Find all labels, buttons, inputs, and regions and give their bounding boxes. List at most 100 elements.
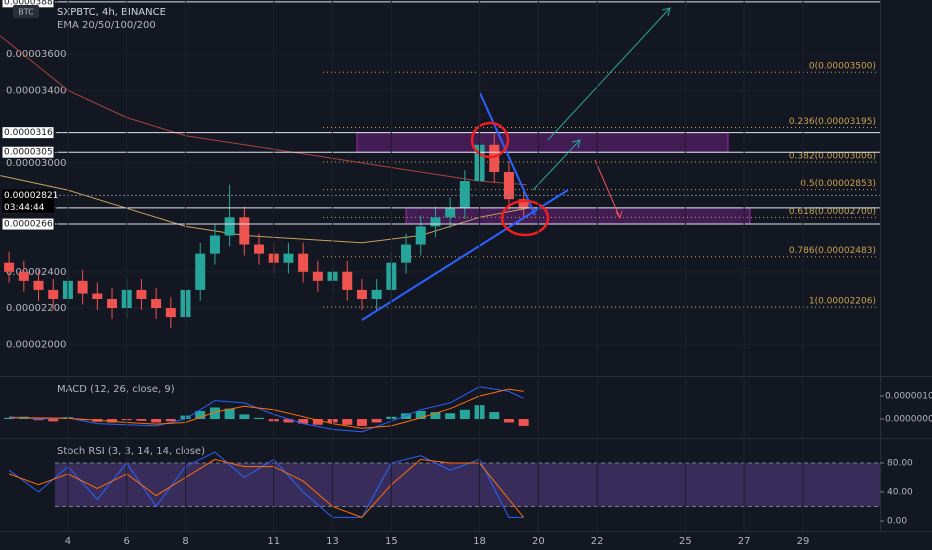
candle-body [459, 181, 470, 209]
x-tick-label: 22 [591, 536, 604, 547]
candle-body [48, 289, 59, 299]
macd-bar [298, 419, 309, 424]
x-tick-label: 27 [738, 536, 751, 547]
macd-bar [195, 410, 206, 420]
level-label: 0.00003888 [4, 0, 59, 7]
stoch-band [55, 462, 880, 507]
circle-mark [500, 199, 550, 237]
candle-body [254, 244, 265, 254]
candle-body [518, 199, 529, 209]
arrow-head [615, 210, 623, 220]
arrow-head [571, 139, 581, 149]
candle-body [224, 217, 235, 236]
arrow [532, 139, 581, 191]
level-label: 0.00003167 [4, 128, 58, 138]
base-tag [13, 5, 39, 18]
y-tick-label: 0.00002200 [6, 303, 66, 314]
candle-body [503, 171, 514, 200]
x-tick-label: 4 [65, 536, 71, 547]
candle-body [4, 262, 15, 272]
last-price-label: 0.00002821 [4, 191, 58, 201]
macd-bar [415, 410, 426, 420]
y-tick-label: 40.00 [887, 487, 913, 497]
candle-body [165, 308, 176, 318]
macd-bar [4, 417, 15, 420]
candle-body [136, 289, 147, 299]
macd-bar [371, 419, 382, 423]
fib-label: 0.5(0.00002853) [800, 179, 876, 189]
macd-bar [151, 419, 162, 423]
macd-bar [165, 419, 176, 422]
candle-body [430, 217, 441, 227]
macd-bar [430, 412, 441, 420]
stoch-pane: 80.00 40.00 0.00 [8, 451, 913, 527]
x-tick-label: 6 [124, 536, 130, 547]
candle-body [371, 289, 382, 299]
level-label: 0.00003059 [4, 148, 59, 158]
macd-bar [342, 419, 353, 425]
labels: SXPBTC, 4h, BINANCE EMA 20/50/100/200 MA… [57, 0, 809, 547]
x-tick-label: 25 [679, 536, 692, 547]
circle-mark [470, 121, 510, 159]
candle-body [356, 289, 367, 299]
candle-body [77, 280, 88, 294]
macd-bar [489, 412, 500, 420]
candle-body [298, 253, 309, 272]
fib-label: 0(0.00003500) [809, 62, 876, 72]
candle-body [312, 271, 323, 281]
indicator-label: EMA 20/50/100/200 [57, 20, 156, 31]
symbol: SXPBTC, 4h, BINANCE [57, 7, 166, 18]
fib-label: 0.236(0.00003195) [789, 117, 876, 127]
last-price-tag [2, 189, 54, 214]
arrow [594, 159, 621, 219]
candle-body [401, 244, 412, 263]
level-tag [1, 145, 55, 159]
drawings [361, 7, 671, 321]
x-tick-label: 29 [797, 536, 810, 547]
x-tick-label: 18 [473, 536, 486, 547]
fib-label: 0.618(0.00002700) [789, 207, 876, 217]
macd-bar [48, 419, 59, 422]
zone [356, 132, 729, 153]
candle-body [239, 217, 250, 245]
macd-bar [107, 419, 118, 423]
fib-label: 1(0.00002206) [809, 296, 876, 306]
macd-bar [209, 407, 220, 420]
y-tick-label: 0.00000000 [885, 415, 932, 425]
macd-bar [224, 408, 235, 420]
candle-body [415, 226, 426, 245]
macd-bar [445, 413, 456, 420]
candle-body [33, 280, 44, 290]
candle-body [209, 235, 220, 254]
x-tick-label: 13 [326, 536, 339, 547]
y-tick-label: 0.00002400 [6, 267, 66, 278]
candle-body [489, 144, 500, 172]
arrow-head [661, 7, 671, 17]
macd-bar [33, 419, 44, 421]
y-tick-label: 0.00003000 [6, 158, 66, 169]
candle-body [151, 298, 162, 309]
x-tick-label: 20 [532, 536, 545, 547]
y-tick-label: 0.00003600 [6, 49, 66, 60]
arrow [547, 7, 671, 141]
candle-body [195, 253, 206, 290]
y-tick-label: 80.00 [887, 458, 913, 468]
candle-body [92, 293, 103, 299]
macd-bar [356, 419, 367, 426]
x-tick-label: 15 [385, 536, 398, 547]
base-label: BTC [18, 8, 34, 17]
x-tick-label: 8 [182, 536, 188, 547]
trend-line [479, 92, 536, 216]
x-tick-label: 11 [267, 536, 280, 547]
candle-body [107, 298, 118, 309]
level-tag [1, 217, 55, 231]
countdown: 03:44:44 [4, 203, 45, 213]
zone [405, 207, 751, 225]
fib-label: 0.382(0.00003006) [789, 151, 876, 161]
macd-bar [239, 414, 250, 420]
fib-label: 0.786(0.00002483) [789, 246, 876, 256]
candle-body [18, 271, 29, 281]
